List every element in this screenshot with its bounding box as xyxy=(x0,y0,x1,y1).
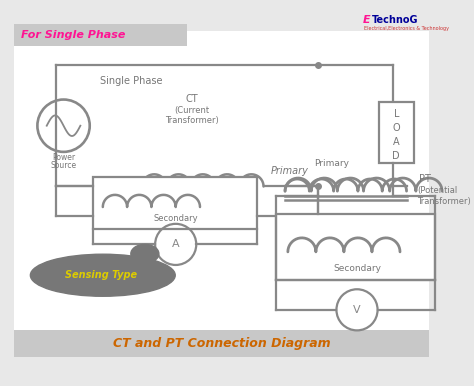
Text: Primary: Primary xyxy=(314,159,349,168)
Bar xyxy=(379,102,414,163)
Text: Source: Source xyxy=(51,161,77,170)
Text: PT: PT xyxy=(419,174,430,184)
Ellipse shape xyxy=(131,244,159,263)
Text: (Current: (Current xyxy=(174,106,209,115)
Text: E: E xyxy=(363,15,370,25)
Text: Single Phase: Single Phase xyxy=(100,76,162,86)
Bar xyxy=(93,177,257,229)
Text: Secondary: Secondary xyxy=(154,214,198,223)
Bar xyxy=(14,24,187,46)
Text: CT: CT xyxy=(185,94,198,104)
Text: For Single Phase: For Single Phase xyxy=(20,30,125,40)
Text: Sensing Type: Sensing Type xyxy=(65,270,137,280)
Text: (Potential: (Potential xyxy=(417,186,457,195)
Ellipse shape xyxy=(30,254,175,296)
Bar xyxy=(276,215,435,280)
Text: O: O xyxy=(392,123,400,132)
Text: CT and PT Connection Diagram: CT and PT Connection Diagram xyxy=(113,337,330,350)
Text: D: D xyxy=(392,151,400,161)
Text: A: A xyxy=(393,137,400,147)
Text: A: A xyxy=(172,239,180,249)
Text: V: V xyxy=(353,305,361,315)
Text: Secondary: Secondary xyxy=(333,264,381,273)
Text: Transformer): Transformer) xyxy=(165,116,219,125)
Bar xyxy=(14,330,429,357)
Text: TechnoG: TechnoG xyxy=(372,15,419,25)
Text: Electrical,Electronics & Technology: Electrical,Electronics & Technology xyxy=(364,26,448,31)
Text: Primary: Primary xyxy=(271,166,309,176)
Text: Power: Power xyxy=(52,153,75,162)
Text: Transformer): Transformer) xyxy=(417,197,471,206)
Text: L: L xyxy=(393,108,399,119)
